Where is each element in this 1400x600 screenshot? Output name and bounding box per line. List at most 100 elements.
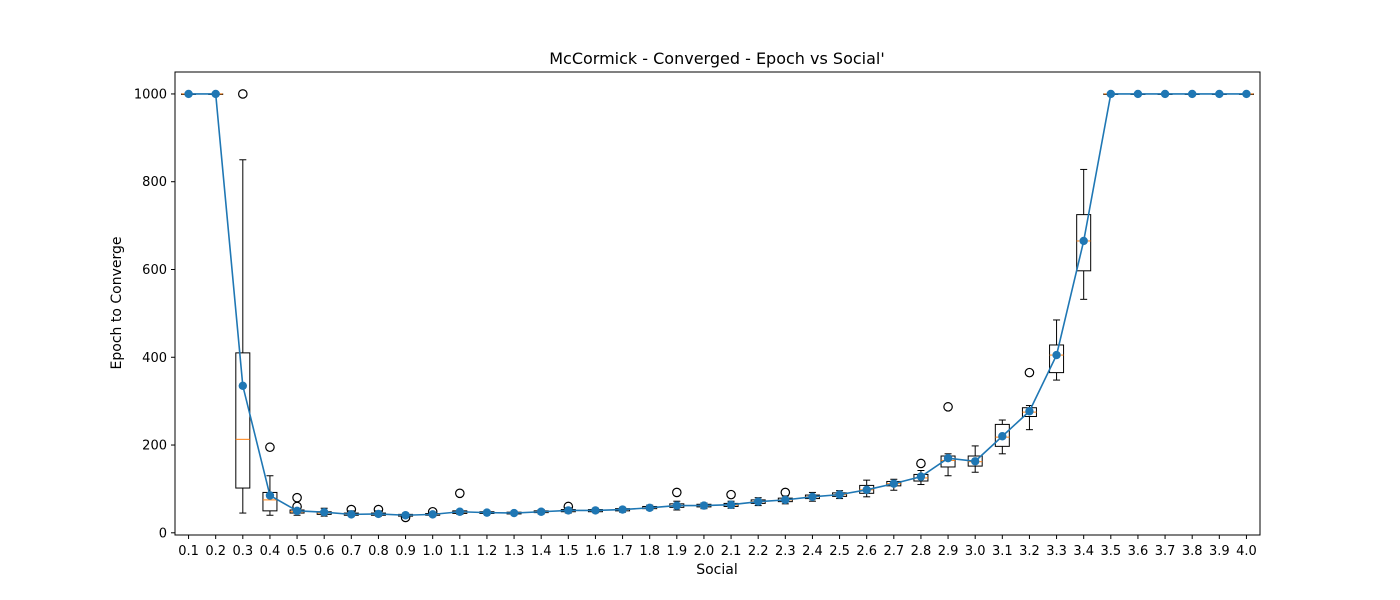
x-tick-label: 2.9 — [938, 544, 959, 559]
x-tick-label: 1.4 — [531, 544, 552, 559]
plot-frame — [174, 71, 1261, 536]
x-tick-label: 1.2 — [477, 544, 498, 559]
mean-point-4.0 — [1242, 89, 1251, 99]
x-tick-label: 3.0 — [965, 544, 986, 559]
x-tick-label: 2.6 — [856, 544, 877, 559]
mean-point-3.2 — [1025, 407, 1034, 416]
mean-point-3.8 — [1187, 89, 1197, 99]
y-tick-label: 600 — [142, 263, 167, 278]
mean-point-3.7 — [1160, 89, 1170, 99]
mean-point-3.6 — [1133, 89, 1143, 99]
box-3.1 — [994, 419, 1010, 455]
mean-point-2.1 — [726, 500, 736, 509]
x-tick-label: 1.3 — [504, 544, 525, 559]
outlier-point — [672, 487, 682, 498]
mean-point-2.6 — [862, 485, 871, 494]
mean-point-2.7 — [889, 479, 899, 488]
mean-point-2.9 — [943, 453, 953, 463]
x-tick-label: 2.4 — [802, 544, 823, 559]
mean-point-3.5 — [1106, 89, 1116, 99]
mean-point-1.6 — [591, 506, 600, 515]
x-tick-label: 3.8 — [1182, 544, 1203, 559]
x-tick-label: 2.3 — [775, 544, 796, 559]
y-tick-label: 400 — [142, 351, 167, 366]
x-tick-label: 3.7 — [1155, 544, 1176, 559]
y-axis: 0 200 400 600 800 1000 — [134, 87, 175, 541]
mean-point-1.1 — [455, 507, 465, 516]
x-tick-label: 0.7 — [341, 544, 362, 559]
mean-point-3.0 — [970, 457, 980, 466]
x-tick-label: 4.0 — [1236, 544, 1257, 559]
mean-point-1.9 — [672, 501, 682, 510]
plot-area — [181, 89, 1254, 523]
x-tick-label: 3.9 — [1209, 544, 1230, 559]
x-tick-label: 0.3 — [232, 544, 253, 559]
x-tick-label: 2.1 — [721, 544, 742, 559]
mean-point-1.0 — [428, 510, 437, 519]
x-tick-label: 3.1 — [992, 544, 1013, 559]
y-axis-label: Epoch to Converge — [109, 237, 125, 370]
x-tick-label: 0.2 — [205, 544, 226, 559]
x-tick-label: 1.1 — [449, 544, 470, 559]
x-tick-label: 0.4 — [260, 544, 281, 559]
x-tick-label: 2.2 — [748, 544, 769, 559]
x-tick-label: 3.4 — [1073, 544, 1094, 559]
outlier-point — [265, 442, 275, 453]
mean-point-3.1 — [998, 432, 1007, 441]
mean-point-1.4 — [536, 507, 546, 516]
x-tick-label: 1.7 — [612, 544, 633, 559]
x-axis: 0.1 0.2 0.3 0.4 0.5 0.6 0.7 0.8 0.9 1.0 1.1 1.2 1.3 1… — [178, 535, 1257, 559]
x-tick-label: 0.6 — [314, 544, 335, 559]
mean-point-0.5 — [292, 506, 302, 516]
x-tick-label: 3.6 — [1128, 544, 1149, 559]
box-iqr — [235, 352, 251, 489]
mean-point-2.2 — [753, 497, 763, 506]
x-tick-label: 1.5 — [558, 544, 579, 559]
box-0.3 — [235, 89, 251, 514]
mean-point-0.4 — [265, 491, 275, 500]
mean-point-3.3 — [1052, 350, 1061, 360]
mean-point-0.8 — [374, 509, 383, 519]
x-tick-label: 0.5 — [287, 544, 308, 559]
mean-point-0.9 — [401, 511, 410, 520]
x-tick-label: 2.7 — [883, 544, 904, 559]
outlier-point — [455, 488, 465, 499]
mean-point-3.9 — [1215, 89, 1224, 99]
y-tick-label: 800 — [142, 175, 167, 190]
mean-point-0.6 — [319, 507, 329, 517]
mean-point-1.7 — [618, 505, 627, 514]
y-tick-label: 1000 — [134, 87, 167, 102]
mean-point-0.1 — [184, 89, 193, 99]
x-tick-label: 1.8 — [639, 544, 660, 559]
mean-point-2.0 — [699, 501, 709, 510]
mean-point-3.4 — [1079, 236, 1088, 246]
mean-point-1.8 — [645, 503, 654, 512]
mean-point-0.7 — [347, 510, 356, 519]
x-tick-label: 0.1 — [178, 544, 199, 559]
x-tick-label: 1.9 — [666, 544, 687, 559]
x-tick-label: 1.0 — [422, 544, 443, 559]
outlier-point — [943, 402, 953, 412]
y-tick-label: 200 — [142, 439, 167, 454]
x-tick-label: 2.0 — [694, 544, 715, 559]
box-iqr — [1049, 344, 1065, 374]
x-tick-label: 2.5 — [829, 544, 850, 559]
chart-title: McCormick - Converged - Epoch vs Social' — [549, 49, 885, 68]
x-tick-label: 0.9 — [395, 544, 416, 559]
mean-point-2.5 — [835, 490, 844, 499]
box-iqr — [994, 423, 1010, 447]
outlier-point — [1024, 367, 1035, 378]
x-tick-label: 3.3 — [1046, 544, 1067, 559]
mean-point-0.2 — [211, 89, 220, 99]
mean-point-1.3 — [509, 508, 519, 518]
y-tick-label: 0 — [159, 526, 167, 541]
x-tick-label: 1.6 — [585, 544, 606, 559]
mean-point-2.8 — [916, 472, 926, 481]
x-tick-label: 0.8 — [368, 544, 389, 559]
x-axis-label: Social — [696, 562, 738, 578]
mean-point-2.4 — [808, 492, 817, 502]
outlier-point — [726, 489, 736, 500]
mean-point-0.3 — [238, 381, 248, 390]
mean-point-2.3 — [781, 495, 790, 505]
